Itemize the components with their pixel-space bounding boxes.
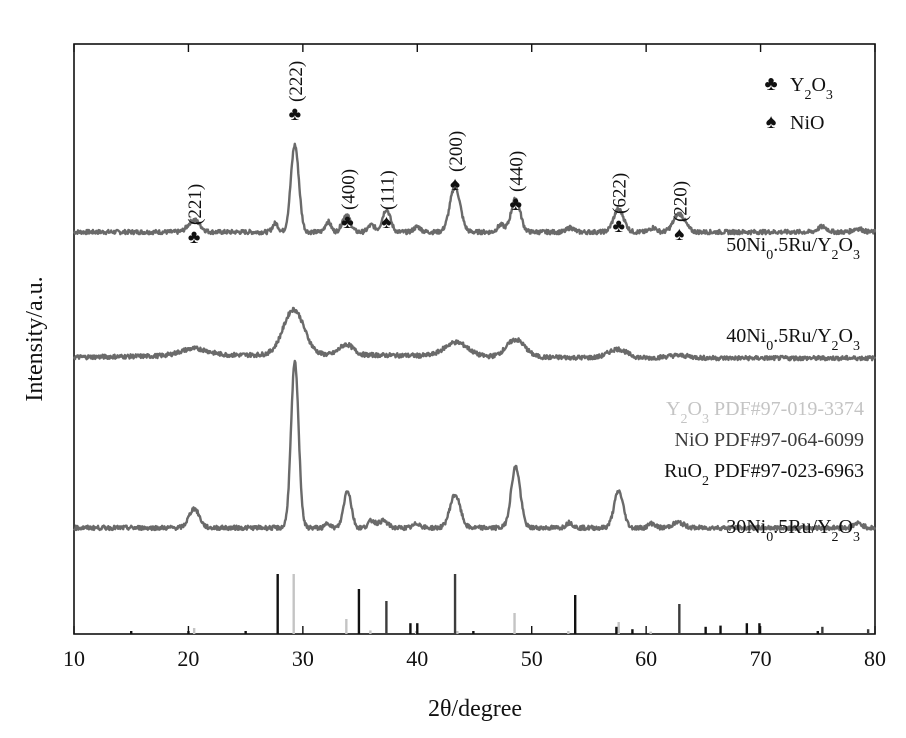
legend-nio-label: NiO — [790, 112, 824, 134]
legend-y2o3-label: Y2O3 — [790, 74, 833, 103]
peak-hkl-label: (440) — [507, 151, 528, 192]
x-tick-label: 70 — [750, 646, 772, 671]
y-axis-title: Intensity/a.u. — [22, 276, 48, 401]
peak-marker-symbol: ♣ — [509, 194, 521, 215]
x-axis-title: 2θ/degree — [428, 696, 522, 722]
reference-label: NiO PDF#97-064-6099 — [675, 429, 864, 451]
x-tick-label: 80 — [864, 646, 886, 671]
series-label: 40Ni0.5Ru/Y2O3 — [726, 325, 860, 354]
series-line — [72, 306, 876, 362]
series-group: 50Ni0.5Ru/Y2O3 40Ni0.5Ru/Y2O3 30Ni0.5Ru/Y2… — [72, 142, 877, 545]
peak-hkl-label: (111) — [377, 170, 398, 210]
peak-hkl-label: (222) — [286, 61, 307, 102]
series-label: 50Ni0.5Ru/Y2O3 — [726, 234, 860, 263]
reference-label: Y2O3 PDF#97-019-3374 — [666, 398, 864, 427]
x-tick-label: 30 — [292, 646, 314, 671]
x-tick-label: 40 — [406, 646, 428, 671]
peak-marker-symbol: ♠ — [674, 224, 684, 245]
reference-label: RuO2 PDF#97-023-6963 — [664, 460, 864, 489]
peak-hkl-label: (221) — [185, 184, 206, 225]
peak-hkl-label: (200) — [446, 131, 467, 172]
x-tick-label: 20 — [177, 646, 199, 671]
peak-hkl-label: (400) — [338, 169, 359, 210]
peak-marker-symbol: ♣ — [188, 227, 200, 248]
reference-stick-patterns — [130, 574, 870, 634]
series-line — [73, 359, 877, 532]
series-line — [73, 142, 877, 236]
peak-marker-symbol: ♠ — [450, 174, 460, 195]
legend-y2o3-symbol: ♣ — [764, 73, 777, 95]
peak-marker-symbol: ♣ — [341, 212, 353, 233]
legend-nio-symbol: ♠ — [766, 111, 777, 133]
x-tick-label: 60 — [635, 646, 657, 671]
series-label: 30Ni0.5Ru/Y2O3 — [726, 516, 860, 545]
peak-hkl-label: (622) — [610, 173, 631, 214]
peak-marker-symbol: ♠ — [381, 212, 391, 233]
peak-hkl-label: (220) — [670, 181, 691, 222]
peak-marker-symbol: ♣ — [612, 216, 624, 237]
x-tick-label: 10 — [63, 646, 85, 671]
legend: ♣ Y2O3 ♠ NiO — [764, 73, 832, 134]
x-tick-label: 50 — [521, 646, 543, 671]
peak-annotations: ♣(221)♣(222)♣(400)♠(111) ♠(200)♣(440)♣(62… — [185, 61, 691, 248]
peak-marker-symbol: ♣ — [289, 104, 301, 125]
